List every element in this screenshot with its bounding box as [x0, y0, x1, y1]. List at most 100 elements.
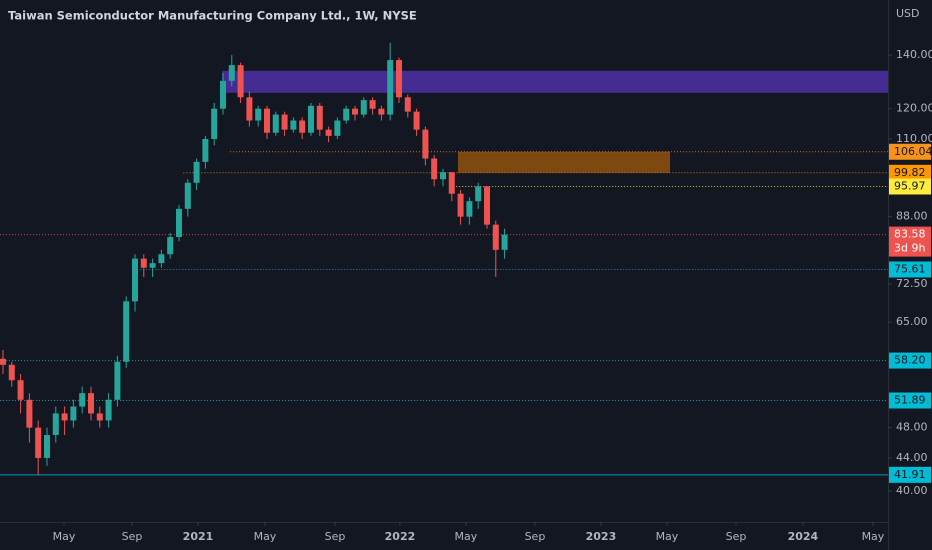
candle-body: [351, 108, 358, 115]
price-label: 99.82: [894, 166, 926, 179]
price-label: 58.20: [894, 354, 926, 367]
y-tick-label: 44.00: [896, 451, 928, 464]
x-tick-label: Sep: [525, 530, 546, 543]
x-tick-label: Sep: [122, 530, 143, 543]
candle-body: [466, 201, 473, 217]
candle-body: [387, 60, 394, 115]
price-label: 83.58: [894, 228, 926, 241]
candle-body: [343, 108, 350, 121]
candle-body: [35, 427, 42, 458]
price-label: 51.89: [894, 394, 926, 407]
candle-body: [281, 114, 288, 130]
price-zone: [457, 151, 671, 173]
candle-body: [483, 186, 490, 225]
price-label-bg: [889, 143, 931, 160]
y-tick-label: 88.00: [896, 210, 928, 223]
price-label-bg: [889, 261, 931, 278]
x-tick-label: 2023: [586, 530, 617, 543]
candle-body: [272, 114, 279, 133]
candle-body: [448, 172, 455, 194]
candle-body: [175, 208, 182, 238]
candle-body: [193, 161, 200, 183]
candle-body: [395, 60, 402, 98]
x-tick-label: 2024: [788, 530, 819, 543]
candle-body: [369, 100, 376, 109]
candle-body: [404, 97, 411, 112]
candle-body: [158, 254, 165, 264]
candle-body: [211, 108, 218, 140]
candle-body: [167, 237, 174, 255]
candle-body: [413, 111, 420, 130]
candle-body: [334, 120, 341, 136]
candle-body: [149, 263, 156, 268]
plot-area: [0, 42, 889, 476]
y-tick-label: 110.00: [896, 132, 932, 145]
y-tick-label: 65.00: [896, 315, 928, 328]
price-label: 41.91: [894, 468, 926, 481]
candle-body: [52, 413, 59, 435]
price-label-bg: [889, 226, 931, 257]
price-label-bg: [889, 466, 931, 483]
y-tick-label: 140.00: [896, 48, 932, 61]
candle-body: [131, 258, 138, 302]
candle-body: [8, 364, 15, 381]
candle-body: [26, 399, 33, 428]
candle-body: [140, 258, 147, 268]
candle-body: [184, 182, 191, 209]
candle-body: [202, 139, 209, 162]
candle-body: [316, 105, 323, 130]
x-tick-label: 2022: [385, 530, 416, 543]
y-tick-label: 120.00: [896, 102, 932, 115]
candle-body: [431, 158, 438, 180]
candle-body: [17, 380, 24, 400]
candle-body: [290, 120, 297, 130]
candle-body: [105, 399, 112, 421]
candle-body: [237, 65, 244, 98]
candle-body: [43, 434, 50, 458]
chart-title: Taiwan Semiconductor Manufacturing Compa…: [8, 9, 417, 23]
price-label: 95.97: [894, 179, 926, 192]
candle-body: [246, 97, 253, 121]
candle-body: [70, 406, 77, 421]
price-label: 75.61: [894, 262, 926, 275]
price-label-bg: [889, 352, 931, 369]
y-tick-label: 48.00: [896, 421, 928, 434]
candle-body: [439, 172, 446, 180]
candle-body: [255, 108, 262, 121]
x-tick-label: 2021: [183, 530, 214, 543]
x-tick-label: May: [53, 530, 76, 543]
candle-body: [378, 108, 385, 115]
price-label-bg: [889, 392, 931, 409]
candle-body: [0, 358, 6, 365]
candle-body: [475, 186, 482, 202]
x-tick-label: May: [454, 530, 477, 543]
candle-body: [307, 105, 314, 133]
candle-body: [501, 234, 508, 250]
x-tick-label: May: [862, 530, 885, 543]
currency-label: USD: [896, 7, 920, 20]
candle-body: [263, 108, 270, 133]
candle-body: [219, 80, 226, 109]
candle-body: [360, 100, 367, 115]
x-tick-label: May: [656, 530, 679, 543]
candle-body: [61, 413, 68, 421]
countdown-label: 3d 9h: [894, 242, 925, 255]
x-tick-label: May: [254, 530, 277, 543]
candle-body: [79, 393, 86, 407]
candle-body: [492, 224, 499, 250]
candle-body: [457, 193, 464, 217]
price-label-bg: [889, 164, 931, 181]
x-tick-label: Sep: [726, 530, 747, 543]
candle-body: [228, 65, 235, 81]
candle-body: [96, 413, 103, 421]
price-zone: [222, 70, 889, 93]
x-tick-label: Sep: [325, 530, 346, 543]
candle-body: [299, 120, 306, 133]
candle-body: [123, 301, 130, 362]
candle-body: [325, 129, 332, 136]
candle-body: [114, 361, 121, 400]
price-label: 106.04: [894, 145, 932, 158]
candle-body: [87, 393, 94, 414]
